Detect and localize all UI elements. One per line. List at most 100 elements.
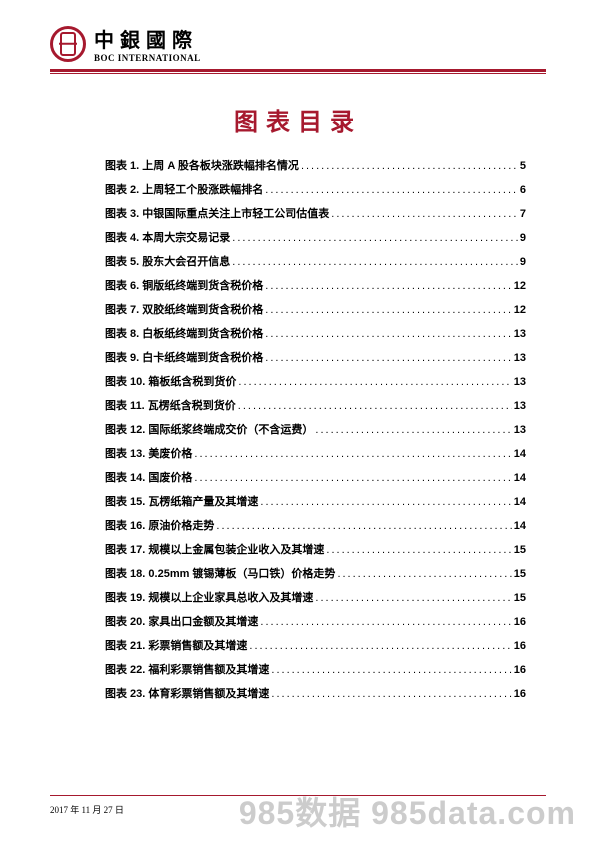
toc-item-dots — [265, 280, 511, 292]
toc-item-label: 图表 23. 体育彩票销售额及其增速 — [105, 685, 269, 701]
toc-item: 图表 19. 规模以上企业家具总收入及其增速 15 — [105, 589, 526, 605]
toc-item-dots — [265, 352, 511, 364]
toc-item-dots — [194, 448, 511, 460]
toc-item-dots — [260, 496, 511, 508]
toc-item-label: 图表 13. 美废价格 — [105, 445, 192, 461]
toc-item: 图表 4. 本周大宗交易记录 9 — [105, 229, 526, 245]
toc-item-label: 图表 8. 白板纸终端到货含税价格 — [105, 325, 263, 341]
toc-item-label: 图表 5. 股东大会召开信息 — [105, 253, 230, 269]
toc-item-page: 7 — [520, 208, 526, 220]
toc-item-label: 图表 11. 瓦楞纸含税到货价 — [105, 397, 236, 413]
toc-item-page: 14 — [514, 472, 526, 484]
toc-item-page: 16 — [514, 616, 526, 628]
toc-item-page: 12 — [514, 280, 526, 292]
toc-item: 图表 2. 上周轻工个股涨跌幅排名 6 — [105, 181, 526, 197]
toc-item-page: 13 — [514, 328, 526, 340]
toc-item-dots — [337, 568, 511, 580]
toc-item: 图表 8. 白板纸终端到货含税价格 13 — [105, 325, 526, 341]
toc-item-dots — [315, 424, 511, 436]
toc-item-label: 图表 4. 本周大宗交易记录 — [105, 229, 230, 245]
toc-item-label: 图表 12. 国际纸浆终端成交价（不含运费） — [105, 421, 313, 437]
toc-item-page: 6 — [520, 184, 526, 196]
toc-item: 图表 15. 瓦楞纸箱产量及其增速 14 — [105, 493, 526, 509]
toc-item: 图表 16. 原油价格走势 14 — [105, 517, 526, 533]
toc-item-page: 13 — [514, 400, 526, 412]
toc-item: 图表 20. 家具出口金额及其增速 16 — [105, 613, 526, 629]
header-divider-thin — [50, 73, 546, 74]
toc-item-page: 15 — [514, 544, 526, 556]
toc-item-dots — [216, 520, 511, 532]
toc-item: 图表 6. 铜版纸终端到货含税价格 12 — [105, 277, 526, 293]
toc-item-label: 图表 14. 国废价格 — [105, 469, 192, 485]
toc-item: 图表 23. 体育彩票销售额及其增速 16 — [105, 685, 526, 701]
toc-item-page: 12 — [514, 304, 526, 316]
toc-item: 图表 5. 股东大会召开信息 9 — [105, 253, 526, 269]
toc-item-dots — [238, 376, 511, 388]
footer-date: 2017 年 11 月 27 日 — [50, 805, 124, 815]
toc-item: 图表 12. 国际纸浆终端成交价（不含运费） 13 — [105, 421, 526, 437]
toc-item-page: 9 — [520, 256, 526, 268]
header: 中銀國際 BOC INTERNATIONAL — [50, 24, 546, 63]
toc-item-label: 图表 19. 规模以上企业家具总收入及其增速 — [105, 589, 313, 605]
toc-item: 图表 11. 瓦楞纸含税到货价 13 — [105, 397, 526, 413]
toc-item-dots — [232, 232, 518, 244]
toc-item-page: 13 — [514, 424, 526, 436]
toc-item-dots — [271, 688, 511, 700]
header-divider-thick — [50, 69, 546, 72]
toc-item: 图表 17. 规模以上金属包装企业收入及其增速 15 — [105, 541, 526, 557]
toc-item: 图表 3. 中银国际重点关注上市轻工公司估值表 7 — [105, 205, 526, 221]
toc-title: 图表目录 — [50, 102, 546, 137]
toc-item-page: 14 — [514, 496, 526, 508]
brand-text: 中銀國際 BOC INTERNATIONAL — [94, 24, 201, 63]
toc-item-page: 15 — [514, 568, 526, 580]
toc-item-label: 图表 9. 白卡纸终端到货含税价格 — [105, 349, 263, 365]
toc-item-label: 图表 1. 上周 A 股各板块涨跌幅排名情况 — [105, 157, 299, 173]
toc-item-dots — [265, 328, 511, 340]
toc-item-label: 图表 2. 上周轻工个股涨跌幅排名 — [105, 181, 263, 197]
toc-item-dots — [238, 400, 512, 412]
toc-item: 图表 22. 福利彩票销售额及其增速16 — [105, 661, 526, 677]
toc-item-dots — [260, 616, 511, 628]
toc-item-page: 13 — [514, 352, 526, 364]
toc-item-page: 16 — [514, 640, 526, 652]
brand-name-cn: 中銀國際 — [94, 24, 201, 53]
toc-item-label: 图表 18. 0.25mm 镀锡薄板（马口铁）价格走势 — [105, 565, 335, 581]
toc-item-dots — [326, 544, 511, 556]
toc-item-label: 图表 17. 规模以上金属包装企业收入及其增速 — [105, 541, 324, 557]
toc-item: 图表 14. 国废价格 14 — [105, 469, 526, 485]
toc-item-label: 图表 16. 原油价格走势 — [105, 517, 214, 533]
toc-item: 图表 21. 彩票销售额及其增速 16 — [105, 637, 526, 653]
toc-item-label: 图表 20. 家具出口金额及其增速 — [105, 613, 258, 629]
toc-item-page: 15 — [514, 592, 526, 604]
toc-item-dots — [315, 592, 511, 604]
toc-item-dots — [331, 208, 518, 220]
toc-item-page: 16 — [514, 664, 526, 676]
brand-name-en: BOC INTERNATIONAL — [94, 53, 201, 63]
toc-item-dots — [265, 184, 518, 196]
toc-item-label: 图表 21. 彩票销售额及其增速 — [105, 637, 247, 653]
toc-item-label: 图表 15. 瓦楞纸箱产量及其增速 — [105, 493, 258, 509]
toc-item: 图表 13. 美废价格 14 — [105, 445, 526, 461]
toc-list: 图表 1. 上周 A 股各板块涨跌幅排名情况 5 图表 2. 上周轻工个股涨跌幅排名… — [50, 157, 546, 701]
toc-item-page: 14 — [514, 448, 526, 460]
toc-item-dots — [265, 304, 511, 316]
toc-item-label: 图表 3. 中银国际重点关注上市轻工公司估值表 — [105, 205, 329, 221]
toc-item-page: 14 — [514, 520, 526, 532]
toc-item: 图表 9. 白卡纸终端到货含税价格 13 — [105, 349, 526, 365]
toc-item-label: 图表 7. 双胶纸终端到货含税价格 — [105, 301, 263, 317]
toc-item-dots — [249, 640, 511, 652]
document-page: 中銀國際 BOC INTERNATIONAL 图表目录 图表 1. 上周 A 股… — [0, 0, 596, 842]
toc-item-page: 9 — [520, 232, 526, 244]
toc-item-dots — [271, 664, 511, 676]
toc-item-page: 13 — [514, 376, 526, 388]
toc-item: 图表 7. 双胶纸终端到货含税价格 12 — [105, 301, 526, 317]
toc-item-label: 图表 10. 箱板纸含税到货价 — [105, 373, 236, 389]
toc-item-dots — [232, 256, 518, 268]
toc-item-label: 图表 6. 铜版纸终端到货含税价格 — [105, 277, 263, 293]
toc-item-page: 16 — [514, 688, 526, 700]
watermark: 985数据 985data.com — [239, 788, 576, 834]
toc-item-page: 5 — [520, 160, 526, 172]
toc-item: 图表 18. 0.25mm 镀锡薄板（马口铁）价格走势 15 — [105, 565, 526, 581]
toc-item: 图表 10. 箱板纸含税到货价 13 — [105, 373, 526, 389]
toc-item-dots — [301, 160, 518, 172]
